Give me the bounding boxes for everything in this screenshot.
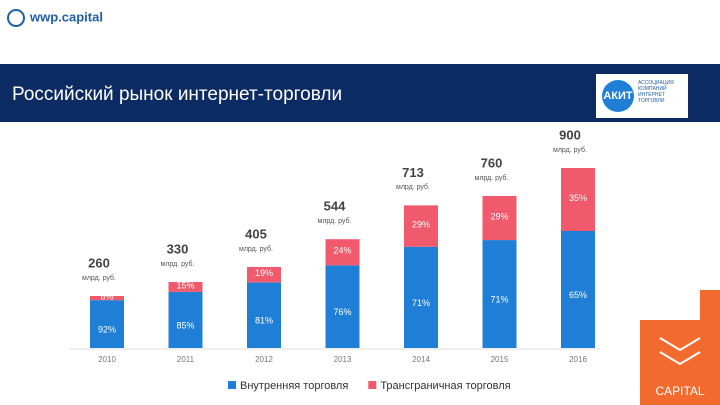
- total-label: 405: [245, 226, 267, 241]
- corner-logo-icon: [659, 337, 701, 366]
- logo-caption: АССОЦИАЦИЯ КОМПАНИЙ ИНТЕРНЕТ ТОРГОВЛИ: [638, 80, 674, 104]
- value-label: 29%: [412, 219, 430, 229]
- value-label: 29%: [490, 211, 508, 221]
- value-label: 19%: [255, 268, 273, 278]
- bar-segment: [482, 196, 517, 241]
- total-label: 260: [88, 255, 110, 270]
- site-name: wwp.capital: [29, 9, 103, 24]
- logo-text: АКИТ: [603, 90, 633, 102]
- value-label: 71%: [490, 294, 508, 304]
- legend-label: Трансграничная торговля: [380, 380, 510, 392]
- bar-segment: [168, 282, 203, 292]
- logo-caption-box: АССОЦИАЦИЯ КОМПАНИЙ ИНТЕРНЕТ ТОРГОВЛИ: [638, 80, 674, 104]
- total-unit: млрд. руб.: [396, 183, 430, 191]
- total-unit: млрд. руб.: [318, 217, 352, 225]
- value-label: 35%: [569, 193, 587, 203]
- bar-segment: [561, 168, 595, 231]
- total-label: 760: [481, 155, 503, 170]
- corner-logo-text: CAPITAL: [655, 384, 704, 398]
- globe-icon: [7, 9, 25, 27]
- total-label: 713: [402, 165, 424, 180]
- value-label: 76%: [333, 307, 351, 317]
- total-unit: млрд. руб.: [239, 245, 273, 253]
- bar-segment: [247, 267, 281, 283]
- total-label: 544: [324, 199, 346, 214]
- x-tick-label: 2011: [177, 355, 195, 364]
- value-label: 65%: [569, 290, 587, 300]
- bar-segment: [168, 291, 203, 348]
- legend-label: Внутренняя торговля: [240, 380, 348, 392]
- x-tick-label: 2014: [412, 355, 430, 364]
- total-label: 900: [559, 127, 581, 142]
- x-tick-label: 2015: [491, 355, 509, 364]
- x-tick-label: 2012: [255, 355, 273, 364]
- x-tick-label: 2016: [569, 355, 587, 364]
- slide-title: Российский рынок интернет-торговли: [12, 84, 342, 105]
- logo-circle: [602, 80, 634, 112]
- value-label: 81%: [255, 316, 273, 326]
- legend-swatch: [368, 381, 377, 389]
- value-label: 24%: [333, 246, 351, 256]
- x-tick-label: 2013: [334, 355, 352, 364]
- bar-segment: [404, 246, 438, 348]
- total-unit: млрд. руб.: [161, 260, 195, 268]
- total-unit: млрд. руб.: [82, 274, 116, 282]
- bar-segment: [90, 296, 124, 301]
- legend-swatch: [228, 381, 236, 389]
- bar-segment: [404, 205, 438, 247]
- total-unit: млрд. руб.: [553, 146, 587, 154]
- value-label: 71%: [412, 298, 430, 308]
- value-label: 8%: [100, 291, 113, 301]
- bar-segment: [325, 239, 360, 266]
- bar-segment: [247, 282, 281, 348]
- value-label: 15%: [176, 280, 194, 290]
- corner-logo-box: [640, 320, 720, 405]
- bar-segment: [561, 231, 595, 348]
- total-unit: млрд. руб.: [475, 174, 509, 182]
- total-label: 330: [167, 241, 189, 256]
- bar-segment: [482, 240, 517, 348]
- value-label: 92%: [98, 324, 116, 334]
- bar-segment: [325, 265, 360, 348]
- bar-segment: [90, 300, 124, 348]
- value-label: 85%: [176, 320, 194, 330]
- x-tick-label: 2010: [98, 355, 116, 364]
